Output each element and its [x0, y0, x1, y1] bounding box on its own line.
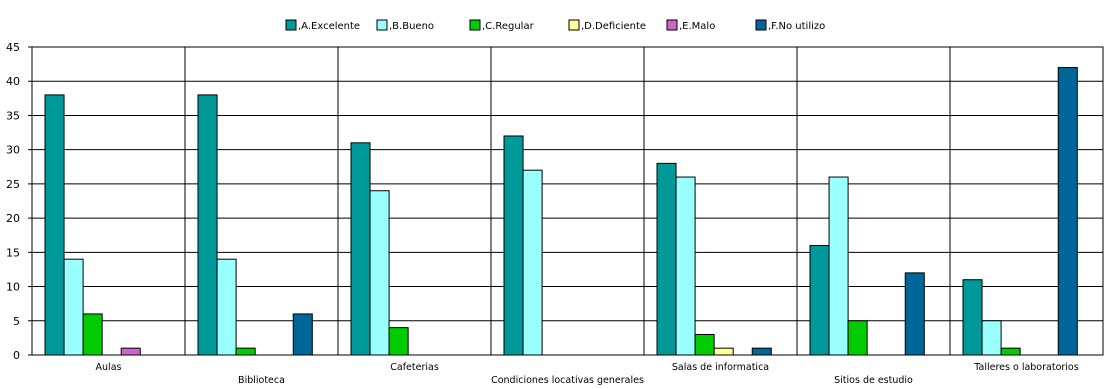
- y-tick-label: 45: [6, 41, 20, 54]
- legend-swatch: [469, 19, 481, 31]
- x-category-label: Aulas: [96, 362, 122, 373]
- legend-label: ,E.Malo: [679, 21, 715, 32]
- y-tick-labels: 0 5 10 15 20 25 30 35 40 45: [6, 41, 20, 362]
- legend-swatch: [285, 19, 297, 31]
- bar: [981, 320, 1002, 356]
- bar: [503, 135, 524, 356]
- x-category-label: Talleres o laboratorios: [973, 362, 1078, 373]
- y-tick-label: 10: [6, 281, 20, 294]
- legend-swatch: [755, 19, 767, 31]
- bar: [292, 313, 313, 356]
- bar: [809, 244, 830, 356]
- bar: [235, 347, 256, 356]
- y-tick-label: 15: [6, 246, 20, 259]
- bar: [847, 320, 868, 356]
- axes: [28, 46, 1104, 356]
- x-category-label: Biblioteca: [238, 375, 285, 385]
- y-tick-label: 25: [6, 178, 20, 191]
- plot-frame: [31, 46, 1104, 356]
- legend-label: ,A.Excelente: [298, 21, 360, 32]
- bar: [197, 94, 218, 356]
- y-tick-label: 0: [13, 349, 20, 362]
- bar: [522, 169, 543, 356]
- y-tick-label: 40: [6, 75, 20, 88]
- bar: [388, 327, 409, 356]
- legend-swatch: [666, 19, 678, 31]
- y-tick-label: 30: [6, 144, 20, 157]
- x-category-label: Condiciones locativas generales: [491, 375, 644, 385]
- x-category-label: Sitios de estudio: [834, 375, 913, 385]
- bar: [904, 272, 925, 356]
- legend-label: ,F.No utilizo: [768, 21, 825, 32]
- gridlines: [32, 46, 1103, 356]
- bar: [44, 94, 65, 356]
- bar: [63, 258, 84, 356]
- legend-label: ,C.Regular: [482, 21, 535, 32]
- x-category-labels: Aulas Biblioteca Cafeterias Condiciones loc…: [96, 362, 1079, 386]
- bar: [656, 162, 677, 356]
- bar: [120, 347, 141, 356]
- bar: [82, 313, 103, 356]
- x-category-label: Cafeterias: [390, 362, 439, 373]
- x-category-label: Salas de informatica: [672, 362, 769, 373]
- y-tick-label: 20: [6, 212, 20, 225]
- legend-label: ,B.Bueno: [389, 21, 434, 32]
- bar: [713, 347, 734, 356]
- bar: [1000, 347, 1021, 356]
- bar: [350, 142, 371, 356]
- bar: [216, 258, 237, 356]
- legend-swatch: [568, 19, 580, 31]
- bar: [828, 176, 849, 356]
- bar: [1057, 67, 1078, 356]
- legend-label: ,D.Deficiente: [581, 21, 646, 32]
- legend: ,A.Excelente ,B.Bueno ,C.Regular ,D.Deficie…: [285, 19, 825, 32]
- y-tick-label: 35: [6, 109, 20, 122]
- bar: [675, 176, 696, 356]
- y-tick-label: 5: [13, 315, 20, 328]
- legend-swatch: [376, 19, 388, 31]
- bar: [962, 279, 983, 356]
- bar: [751, 347, 772, 356]
- bars: [44, 67, 1078, 356]
- bar: [369, 190, 390, 356]
- bar: [694, 333, 715, 356]
